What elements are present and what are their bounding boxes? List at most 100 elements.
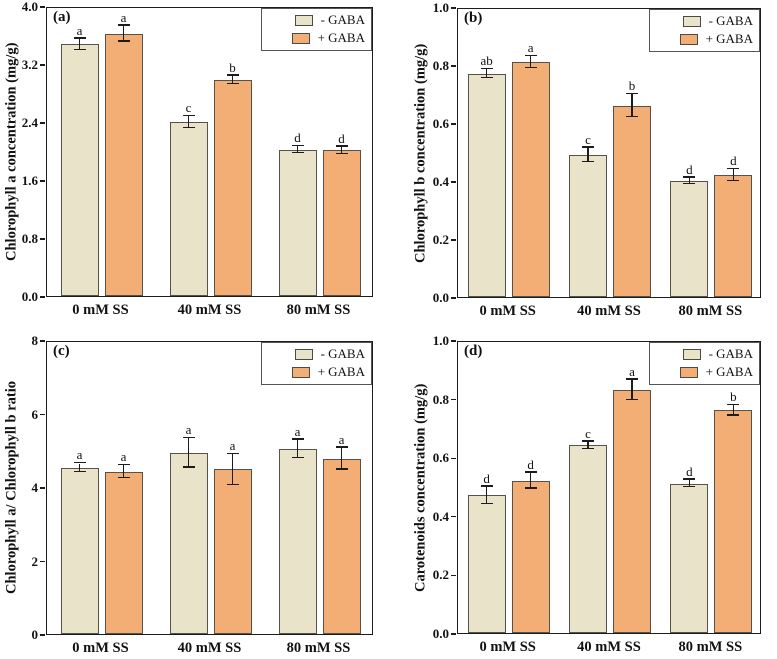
error-bar-cap-bottom (291, 456, 304, 458)
y-tick-label: 0.8 (21, 231, 38, 246)
y-tick-label: 0.0 (21, 289, 38, 304)
error-bar (486, 69, 488, 79)
legend-a: - GABA + GABA (261, 8, 372, 51)
error-bar (296, 439, 299, 458)
error-bar (530, 472, 532, 489)
error-bar-cap-bottom (683, 183, 696, 185)
panel-d-carotenoids: Carotenoids concentration (mg/g) (d) - G… (389, 330, 777, 659)
error-bar (631, 379, 633, 401)
y-tick (451, 399, 456, 401)
legend-item-plus-gaba: + GABA (291, 364, 365, 380)
legend-item-plus-gaba: + GABA (291, 30, 365, 46)
legend-swatch-minus-gaba-icon (294, 14, 313, 26)
bar-minus-gaba-80-mM-SS (670, 483, 709, 633)
y-tick (451, 181, 456, 183)
x-category-label: 0 mM SS (72, 302, 129, 318)
bar-minus-gaba-0-mM-SS (60, 44, 99, 296)
x-category-label: 40 mM SS (177, 302, 242, 318)
x-category-label: 0 mM SS (479, 639, 536, 655)
legend-c: - GABA + GABA (261, 342, 372, 385)
y-tick-label: 0.8 (432, 391, 449, 407)
significance-letter: ab (480, 53, 493, 69)
bar-plus-gaba-80-mM-SS (322, 458, 361, 634)
error-bar-cap-bottom (335, 468, 348, 470)
bar-minus-gaba-80-mM-SS (278, 448, 317, 634)
significance-letter: d (338, 130, 345, 146)
error-bar-cap-bottom (182, 466, 195, 468)
error-bar (78, 38, 81, 51)
x-category-label: 40 mM SS (577, 639, 641, 655)
significance-letter: a (294, 423, 301, 439)
error-bar-cap-top (582, 440, 594, 442)
x-category-label: 0 mM SS (479, 303, 536, 319)
y-tick (451, 297, 456, 299)
error-bar-cap-top (626, 378, 638, 380)
legend-swatch-plus-gaba-icon (679, 33, 698, 45)
legend-item-minus-gaba: - GABA (682, 346, 753, 362)
bar-minus-gaba-40-mM-SS (569, 445, 607, 633)
y-tick (40, 122, 45, 124)
bar-minus-gaba-0-mM-SS (60, 467, 99, 634)
error-bar-cap-bottom (524, 66, 537, 68)
legend-label-plus-gaba: + GABA (317, 364, 365, 379)
x-category-label: 0 mM SS (72, 640, 129, 656)
error-bar (732, 405, 734, 416)
error-bar (231, 453, 234, 485)
y-tick-label: 4 (31, 480, 39, 495)
error-bar-cap-top (335, 446, 348, 448)
y-tick (451, 340, 456, 342)
error-bar-cap-bottom (226, 83, 239, 85)
error-bar-cap-top (480, 485, 493, 487)
bar-minus-gaba-0-mM-SS (467, 495, 506, 633)
significance-letter: d (686, 161, 693, 177)
y-tick (40, 6, 45, 8)
error-bar-cap-top (524, 471, 537, 473)
x-category-label: 40 mM SS (177, 640, 242, 656)
error-bar-cap-top (683, 478, 696, 480)
error-bar-cap-top (626, 92, 638, 94)
error-bar (122, 465, 125, 478)
significance-letter: b (229, 59, 236, 75)
error-bar-cap-bottom (727, 414, 740, 416)
y-tick-label: 3.2 (21, 57, 38, 72)
y-tick (40, 238, 45, 240)
x-category-label: 40 mM SS (577, 303, 641, 319)
error-bar-cap-top (727, 403, 740, 406)
error-bar-cap-bottom (524, 487, 537, 489)
y-tick-label: 0 (31, 627, 39, 642)
bar-minus-gaba-80-mM-SS (278, 149, 317, 296)
panel-letter-a: (a) (53, 9, 71, 25)
bar-minus-gaba-40-mM-SS (569, 154, 607, 297)
bar-plus-gaba-80-mM-SS (714, 410, 753, 633)
error-bar (122, 25, 125, 42)
y-tick (40, 340, 45, 342)
x-category-label: 80 mM SS (678, 303, 743, 319)
y-tick-label: 0.0 (432, 290, 449, 305)
legend-label-plus-gaba: + GABA (317, 30, 365, 45)
legend-swatch-plus-gaba-icon (291, 366, 310, 378)
legend-label-minus-gaba: - GABA (320, 346, 365, 361)
y-tick-label: 1.0 (432, 0, 449, 15)
legend-d: - GABA + GABA (649, 342, 760, 385)
significance-letter: a (338, 431, 345, 447)
significance-letter: a (527, 40, 534, 56)
bar-plus-gaba-80-mM-SS (322, 150, 361, 296)
error-bar (688, 479, 690, 488)
significance-letter: c (585, 131, 591, 147)
significance-letter: d (686, 463, 693, 479)
panel-letter-d: (d) (464, 343, 483, 359)
legend-swatch-plus-gaba-icon (291, 32, 310, 44)
significance-letter: b (730, 389, 737, 405)
legend-item-minus-gaba: - GABA (682, 13, 753, 29)
error-bar (530, 56, 532, 68)
y-tick (451, 516, 456, 518)
panel-a-chlorophyll-a: Chlorophyll a concentration (mg/g) (a) -… (0, 0, 389, 330)
y-tick (40, 180, 45, 182)
error-bar-cap-bottom (73, 48, 86, 51)
bar-plus-gaba-40-mM-SS (213, 469, 252, 634)
error-bar-cap-top (727, 168, 740, 170)
panel-c-chlorophyll-ratio: Chlorophyll a/ Chlorophyll b ratio (c) -… (0, 330, 389, 659)
error-bar-cap-bottom (582, 448, 594, 450)
legend-swatch-plus-gaba-icon (679, 366, 698, 378)
error-bar (732, 169, 734, 181)
